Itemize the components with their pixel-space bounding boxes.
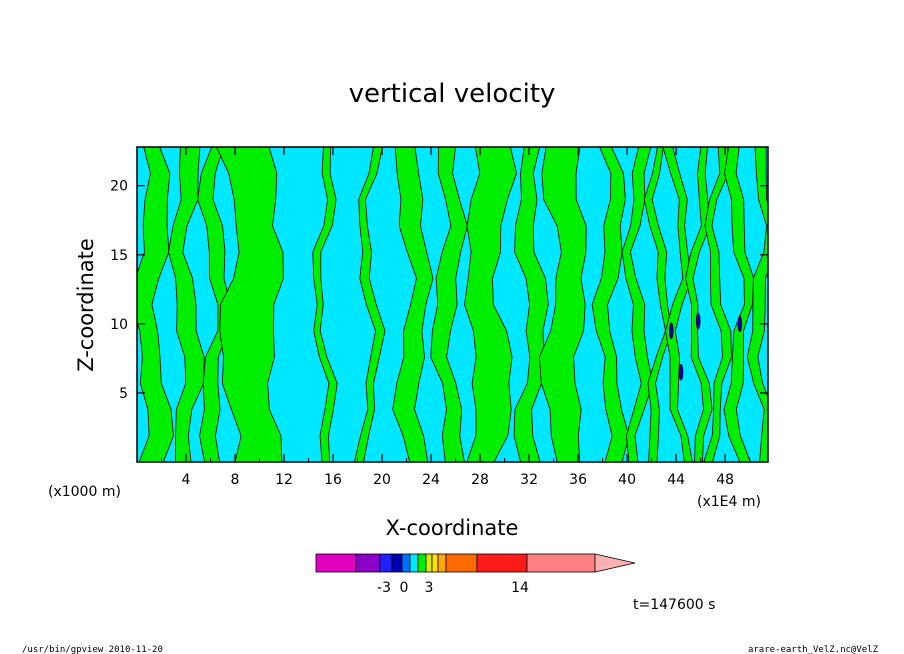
y-scale-note: (x1000 m) (48, 484, 121, 500)
x-tick-label: 20 (373, 472, 391, 488)
positive-velocity-region (723, 147, 755, 462)
x-scale-note: (x1E4 m) (697, 494, 761, 510)
positive-velocity-region (312, 147, 338, 462)
colorbar-swatch (355, 553, 381, 573)
positive-velocity-region (591, 147, 630, 462)
y-tick-label: 15 (110, 248, 128, 264)
colorbar-swatch (431, 553, 439, 573)
x-tick-label: 24 (422, 472, 440, 488)
x-axis-label: X-coordinate (386, 516, 519, 540)
colorbar-swatch (425, 553, 433, 573)
colorbar-swatch (417, 553, 427, 573)
colorbar-swatch (401, 553, 411, 573)
y-tick-label: 20 (110, 179, 128, 195)
velocity-field (137, 147, 768, 462)
time-label: t=147600 s (633, 597, 715, 613)
colorbar-swatch (476, 553, 528, 573)
positive-velocity-region (168, 147, 205, 462)
colorbar-swatch (437, 553, 447, 573)
positive-velocity-region (137, 147, 174, 462)
colorbar-label: -3 (377, 580, 391, 596)
y-axis-ticks: 5 10 15 20 (110, 179, 768, 402)
footer-left: /usr/bin/gpview 2010-11-20 (22, 645, 163, 654)
positive-velocity-region (703, 147, 732, 462)
colorbar-label: 14 (511, 580, 529, 596)
strong-negative-cell (737, 315, 743, 333)
positive-velocity-region (392, 147, 434, 462)
footer-right: arare-earth_VelZ.nc@VelZ (748, 645, 879, 654)
positive-velocity-region (430, 147, 468, 462)
strong-negative-cell (695, 312, 701, 330)
y-axis-label: Z-coordinate (74, 238, 98, 372)
colorbar-swatch (409, 553, 419, 573)
positive-velocity-region (513, 147, 549, 462)
x-tick-label: 36 (569, 472, 587, 488)
x-tick-label: 40 (618, 472, 636, 488)
y-tick-label: 10 (110, 317, 128, 333)
colorbar-swatch (445, 553, 478, 573)
positive-velocity-region (643, 147, 672, 462)
x-tick-label: 8 (231, 472, 240, 488)
colorbar-label: 3 (425, 580, 434, 596)
colorbar: -3 0 3 14 (315, 553, 636, 596)
positive-velocity-region (197, 147, 231, 462)
colorbar-swatch (315, 553, 357, 573)
positive-velocity-region (746, 147, 768, 462)
plot-frame (136, 146, 769, 463)
positive-velocity-region (538, 147, 587, 462)
strong-negative-cell (668, 322, 674, 340)
colorbar-label: 0 (400, 580, 409, 596)
x-tick-label: 12 (275, 472, 293, 488)
x-axis-ticks: 4 8 12 16 20 24 28 32 36 40 44 48 (161, 147, 751, 488)
chart-title: vertical velocity (349, 79, 556, 109)
y-tick-label: 5 (119, 386, 128, 402)
positive-velocity-region (216, 147, 284, 462)
colorbar-arrow (594, 553, 636, 573)
positive-velocity-region (353, 147, 386, 462)
colorbar-swatch (391, 553, 403, 573)
colorbar-swatch (379, 553, 393, 573)
x-tick-label: 44 (667, 472, 685, 488)
positive-velocity-region (464, 147, 517, 462)
positive-velocity-region (621, 147, 654, 462)
x-tick-label: 28 (471, 472, 489, 488)
colorbar-swatch (526, 553, 596, 573)
x-tick-label: 48 (716, 472, 734, 488)
positive-velocity-region (662, 147, 693, 462)
strong-negative-cell (678, 363, 684, 381)
x-tick-label: 4 (182, 472, 191, 488)
x-tick-label: 32 (520, 472, 538, 488)
x-tick-label: 16 (324, 472, 342, 488)
